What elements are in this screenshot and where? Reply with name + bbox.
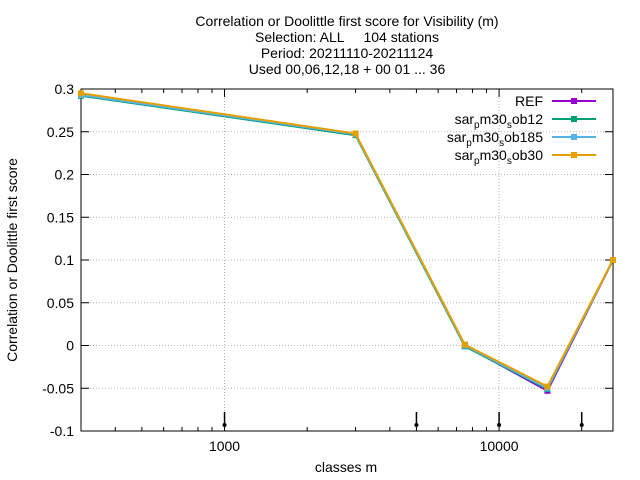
legend-marker-4 [571, 152, 577, 158]
x-tick-label: 10000 [480, 438, 519, 454]
series-point-4 [352, 130, 359, 137]
legend-marker-2 [571, 116, 577, 122]
legend-marker-3 [571, 134, 577, 140]
y-tick-label: -0.05 [42, 380, 74, 396]
x-tick-label: 1000 [209, 438, 240, 454]
class-marker-dot [497, 423, 502, 427]
axes: -0.1 -0.05 0 0.05 0.1 0.15 0.2 0.25 0.3 1000 10000 [42, 81, 614, 454]
x-axis-label: classes m [315, 459, 377, 475]
y-tick-label: 0.3 [55, 81, 75, 97]
y-tick-label: 0.1 [55, 252, 75, 268]
y-tick-label: 0.15 [47, 209, 74, 225]
y-tick-label: 0 [66, 338, 74, 354]
y-tick-label: 0.2 [55, 167, 75, 183]
series-point-4 [461, 341, 468, 348]
legend-label-4: sarpm30sob30 [455, 147, 544, 167]
title-line-1: Correlation or Doolittle first score for… [195, 13, 498, 29]
class-marker-dot [222, 423, 227, 427]
title-line-2: Selection: ALL 104 stations [255, 29, 439, 45]
class-marker-dot [414, 423, 419, 427]
y-tick-label: 0.25 [47, 124, 74, 140]
title-line-4: Used 00,06,12,18 + 00 01 ... 36 [249, 61, 446, 77]
y-tick-label: 0.05 [47, 295, 74, 311]
y-axis-label: Correlation or Doolittle first score [4, 158, 20, 362]
legend-label-2: sarpm30sob12 [455, 111, 544, 131]
class-markers [222, 412, 584, 427]
class-marker-dot [579, 423, 584, 427]
grid [81, 89, 613, 431]
series-point-4 [78, 90, 84, 97]
legend-label-1: REF [515, 93, 543, 109]
series-point-4 [544, 383, 551, 390]
title-line-3: Period: 20211110-20211124 [261, 45, 434, 61]
series-group [78, 90, 616, 394]
series-point-4 [610, 257, 616, 263]
chart-title: Correlation or Doolittle first score for… [195, 13, 498, 77]
legend-label-3: sarpm30sob185 [447, 129, 543, 149]
y-tick-label: -0.1 [50, 423, 74, 439]
legend-marker-1 [571, 98, 577, 104]
